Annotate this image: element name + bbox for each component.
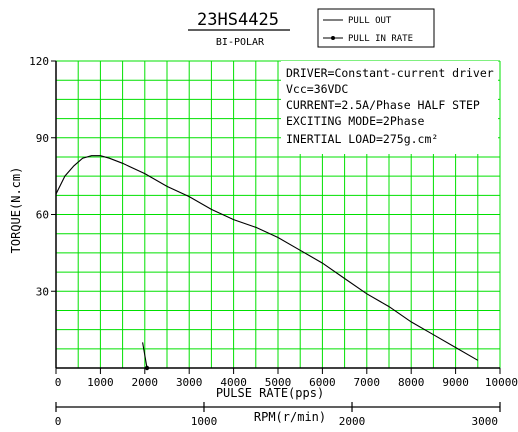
rpm-axis-label: RPM(r/min): [254, 410, 326, 424]
y-tick-label: 90: [36, 132, 49, 145]
x-tick-label: 2000: [132, 376, 159, 389]
series-line-pull-in-rate: [142, 342, 148, 369]
y-axis-label: TORQUE(N.cm): [9, 167, 23, 254]
series-layer: [55, 155, 479, 371]
x-tick-label: 1000: [87, 376, 114, 389]
x-tick-label: 10000: [485, 376, 518, 389]
x-axis-label: PULSE RATE(pps): [216, 386, 324, 400]
legend-marker-pull-in: [331, 36, 335, 40]
y-tick-label: 60: [36, 209, 49, 222]
pull-in-rate-point: [144, 365, 150, 371]
annotation-line-4: EXCITING MODE=2Phase: [286, 114, 425, 128]
rpm-tick-label: 1000: [191, 415, 218, 428]
x-tick-label: 0: [55, 376, 62, 389]
legend: PULL OUT PULL IN RATE: [317, 8, 435, 48]
annotation-line-1: DRIVER=Constant-current driver: [286, 66, 494, 80]
rpm-tick-label: 3000: [472, 415, 499, 428]
x-tick-label: 3000: [176, 376, 203, 389]
x-tick-label: 9000: [442, 376, 469, 389]
rpm-tick-label: 2000: [339, 415, 366, 428]
series-line-pull-out: [55, 155, 479, 361]
annotation-line-2: Vcc=36VDC: [286, 82, 348, 96]
annotation-line-3: CURRENT=2.5A/Phase HALF STEP: [286, 98, 480, 112]
legend-label-pull-in: PULL IN RATE: [348, 34, 413, 44]
legend-label-pull-out: PULL OUT: [348, 16, 392, 26]
rpm-tick-label: 0: [55, 415, 62, 428]
x-tick-label: 6000: [309, 376, 336, 389]
annotation-line-5: INERTIAL LOAD=275g.cm²: [286, 132, 438, 146]
x-tick-label: 4000: [220, 376, 247, 389]
x-tick-label: 5000: [265, 376, 292, 389]
y-tick-label: 30: [36, 285, 49, 298]
x-tick-label: 7000: [354, 376, 381, 389]
annotation-box: [281, 61, 498, 154]
legend-box: [317, 8, 435, 48]
chart-subtitle: BI-POLAR: [216, 37, 265, 48]
tick-layer: 0 1000 2000 3000 4000 5000 6000 7000 8000 9000 100…: [29, 55, 518, 428]
y-tick-label: 120: [29, 55, 49, 68]
chart-title: 23HS4425: [197, 10, 279, 30]
x-tick-label: 8000: [398, 376, 425, 389]
